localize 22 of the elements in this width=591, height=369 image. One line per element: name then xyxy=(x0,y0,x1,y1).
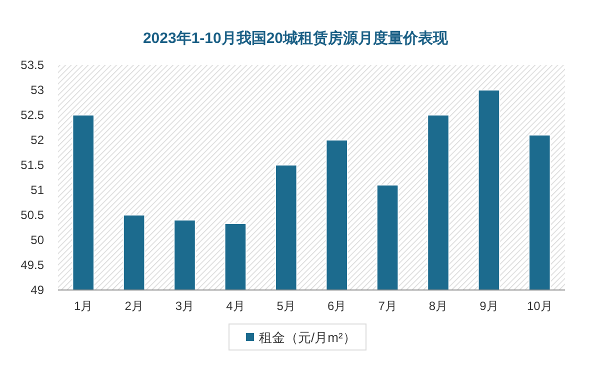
x-tick-label: 10月 xyxy=(526,299,552,313)
y-tick-label: 53.5 xyxy=(20,58,44,72)
y-tick-label: 49.5 xyxy=(20,258,44,272)
chart-title: 2023年1-10月我国20城租赁房源月度量价表现 xyxy=(142,29,450,47)
y-tick-label: 50.5 xyxy=(20,208,44,222)
x-tick-label: 2月 xyxy=(124,299,144,313)
y-tick-label: 53 xyxy=(30,83,44,97)
y-tick-label: 49 xyxy=(30,283,44,297)
x-tick-label: 5月 xyxy=(276,299,296,313)
x-tick-label: 7月 xyxy=(378,299,397,313)
x-tick-label: 1月 xyxy=(74,299,93,313)
y-tick-label: 50 xyxy=(30,233,44,247)
y-tick-label: 52.5 xyxy=(20,108,44,122)
y-tick-label: 52 xyxy=(30,133,44,147)
x-tick-label: 8月 xyxy=(428,299,448,313)
y-tick-label: 51.5 xyxy=(20,158,44,172)
x-tick-label: 9月 xyxy=(480,299,498,313)
x-tick-label: 6月 xyxy=(328,299,346,313)
y-tick-label: 51 xyxy=(30,183,44,197)
x-tick-label: 3月 xyxy=(175,299,194,313)
x-tick-label: 4月 xyxy=(226,299,245,313)
legend-label: 租金（元/月m²） xyxy=(259,330,356,345)
